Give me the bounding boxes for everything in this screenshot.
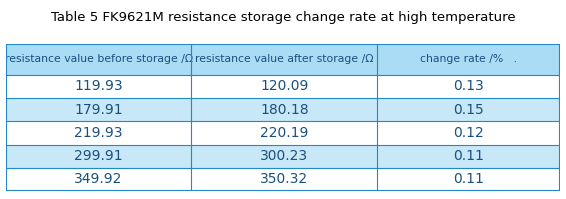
Bar [6,75,191,98]
Text: 119.93: 119.93 [74,79,123,93]
Bar [378,98,560,121]
Text: resistance value before storage /Ω: resistance value before storage /Ω [5,54,192,64]
Text: resistance value after storage /Ω: resistance value after storage /Ω [195,54,374,64]
Text: 0.12: 0.12 [453,126,484,140]
Text: 0.11: 0.11 [453,149,484,163]
Bar [6,121,191,144]
Text: 349.92: 349.92 [74,172,123,186]
Bar [6,144,191,168]
Bar [378,44,560,75]
Text: 0.15: 0.15 [453,103,484,117]
Bar [378,144,560,168]
Bar [191,44,378,75]
Bar [378,75,560,98]
Text: 179.91: 179.91 [74,103,123,117]
Bar [191,168,378,191]
Bar [6,98,191,121]
Text: 300.23: 300.23 [260,149,308,163]
Text: 120.09: 120.09 [260,79,308,93]
Text: change rate /%   .: change rate /% . [421,54,517,64]
Text: 0.11: 0.11 [453,172,484,186]
Bar [378,121,560,144]
Bar [191,144,378,168]
Bar [191,121,378,144]
Text: 219.93: 219.93 [74,126,123,140]
Text: 299.91: 299.91 [74,149,123,163]
Bar [191,98,378,121]
Bar [191,75,378,98]
Text: 0.13: 0.13 [453,79,484,93]
Text: 350.32: 350.32 [260,172,308,186]
Text: 180.18: 180.18 [260,103,308,117]
Bar [378,168,560,191]
Text: 220.19: 220.19 [260,126,308,140]
Text: Table 5 FK9621M resistance storage change rate at high temperature: Table 5 FK9621M resistance storage chang… [51,11,515,24]
Bar [6,168,191,191]
Bar [6,44,191,75]
